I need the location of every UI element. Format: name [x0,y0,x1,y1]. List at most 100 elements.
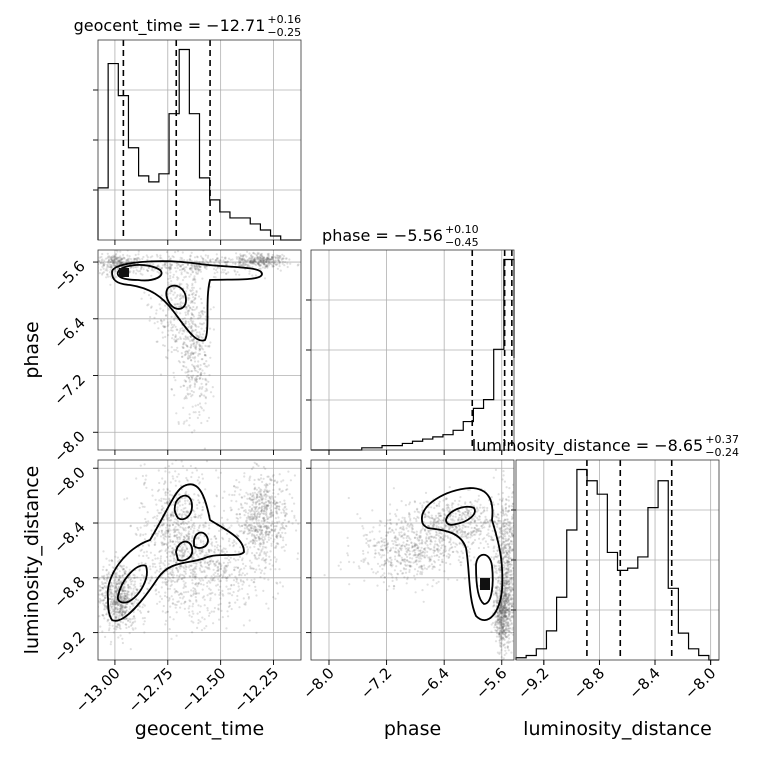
sample-point [179,592,182,596]
sample-point [145,486,148,489]
sample-point [504,646,507,649]
sample-point [180,456,182,458]
sample-point [232,539,235,542]
sample-point [121,592,124,595]
sample-point [475,524,478,527]
sample-point [199,367,202,370]
sample-point [157,511,160,514]
sample-point [117,614,120,618]
sample-point [122,594,125,598]
sample-point [243,259,246,262]
sample-point [187,320,190,323]
sample-point [176,250,180,253]
sample-point [129,578,132,582]
sample-point [280,257,284,260]
sample-point [304,527,306,529]
sample-point [201,257,205,260]
sample-point [133,257,136,261]
sample-point [161,534,165,537]
sample-point [105,267,108,270]
sample-point [204,576,207,579]
sample-point [267,499,270,503]
sample-point [101,575,104,578]
sample-point [498,567,501,570]
sample-point [140,502,143,505]
sample-point [122,609,125,612]
sample-point [115,587,118,590]
sample-point [154,541,157,544]
sample-point [134,585,137,589]
sample-point [164,304,167,307]
sample-point [507,544,510,548]
sample-point [178,538,181,541]
density-peak [119,268,129,277]
sample-point [241,587,244,590]
sample-point [219,602,222,605]
sample-point [264,531,267,534]
sample-point [501,608,504,611]
sample-point [235,566,238,569]
sample-point [193,379,197,382]
sample-point [195,599,198,602]
sample-point [199,268,202,271]
sample-point [118,602,121,605]
sample-point [389,549,393,552]
sample-point [194,267,197,270]
sample-point [503,593,507,596]
sample-point [228,604,231,608]
sample-point [242,597,245,600]
sample-point [273,262,276,266]
sample-point [137,270,140,273]
sample-point [242,260,245,263]
sample-point [443,513,446,517]
sample-point [500,612,503,615]
sample-point [214,259,217,262]
sample-point [193,567,196,570]
sample-point [427,501,430,504]
sample-point [204,259,207,262]
sample-point [457,518,460,521]
sample-point [189,527,192,531]
sample-point [264,498,267,501]
sample-point [264,513,267,516]
sample-point [497,493,500,496]
sample-point [132,610,135,614]
sample-point [201,473,204,476]
sample-point [197,514,200,517]
sample-point [135,588,138,591]
sample-point [263,263,266,266]
sample-point [113,601,116,605]
sample-point [121,257,124,261]
sample-point [166,523,169,526]
sample-point [497,618,500,622]
sample-point [182,521,185,524]
sample-point [171,553,174,556]
sample-point [262,261,265,264]
sample-point [254,501,257,504]
sample-point [264,504,267,507]
sample-point [149,256,152,259]
sample-point [253,545,256,548]
sample-point [191,308,194,312]
sample-point [255,594,258,597]
sample-point [273,530,277,533]
sample-point [261,261,264,264]
sample-point [191,536,194,540]
sample-point [102,267,105,270]
sample-point [253,263,256,266]
sample-point [164,466,167,469]
hist-panel-phase: phase = −5.56 +0.10−0.45 [306,223,515,455]
sample-point [217,578,220,581]
sample-point [499,624,502,627]
sample-point [209,391,213,394]
sample-point [150,575,153,578]
sample-point [167,579,170,582]
sample-point [179,545,182,548]
sample-point [500,603,503,606]
sample-point [267,257,270,261]
sample-point [153,543,156,547]
sample-point [172,503,175,506]
sample-point [185,547,189,550]
sample-point [164,549,167,553]
sample-point [265,258,268,262]
